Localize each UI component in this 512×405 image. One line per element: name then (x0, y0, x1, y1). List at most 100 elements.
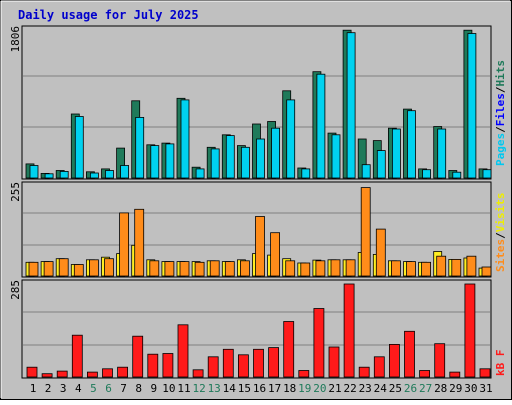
kbytes-bar (162, 353, 174, 378)
kbytes-bar (222, 348, 234, 378)
kbytes-bar (268, 347, 280, 378)
kbytes-bar (192, 369, 204, 378)
day-label: 13 (208, 382, 221, 395)
files-bar (361, 164, 371, 179)
files-bar (452, 171, 462, 179)
files-bar (135, 117, 145, 179)
day-label: 20 (313, 382, 326, 395)
day-label: 14 (223, 382, 237, 395)
sites-bar (255, 216, 265, 277)
day-label: 26 (404, 382, 417, 395)
kbytes-bar (343, 283, 355, 378)
kbytes-bar (102, 368, 113, 378)
day-label: 11 (177, 382, 190, 395)
kbytes-bar (479, 368, 491, 378)
sites-bar (390, 260, 401, 277)
files-bar (59, 170, 69, 179)
files-bar (407, 110, 416, 179)
legend-sites: Sites/Visits (494, 193, 507, 273)
ymax-hits-label: 1806 (9, 26, 22, 53)
day-label: 24 (374, 382, 388, 395)
sites-bar (315, 260, 326, 277)
files-bar (467, 33, 477, 179)
sites-bar (406, 261, 416, 277)
day-label: 15 (238, 382, 251, 395)
day-label: 8 (135, 382, 142, 395)
files-bar (120, 165, 129, 179)
kbytes-bar (328, 346, 340, 378)
files-bar (271, 127, 281, 179)
files-bar (150, 145, 160, 179)
kbytes-bar (147, 353, 159, 378)
files-bar (44, 173, 54, 179)
sites-bar (149, 260, 160, 277)
kbytes-bar (434, 343, 446, 378)
sites-bar (43, 261, 54, 277)
day-label: 23 (359, 382, 372, 395)
day-label: 7 (120, 382, 127, 395)
legend-files-label: Files (494, 93, 507, 126)
sites-bar (73, 264, 84, 277)
sites-bar (134, 208, 145, 277)
day-label: 2 (45, 382, 52, 395)
legend-pages-label: Pages (494, 133, 507, 166)
kbytes-bar (26, 366, 38, 378)
sites-bar (28, 261, 39, 277)
files-bar (240, 146, 250, 179)
sites-bar (451, 258, 462, 277)
files-bar (346, 32, 356, 179)
sites-bar (194, 261, 205, 277)
sites-bar (104, 258, 114, 277)
files-bar (331, 134, 341, 179)
ymax-sites-label: 255 (9, 182, 22, 202)
day-label: 12 (192, 382, 205, 395)
day-label: 10 (162, 382, 175, 395)
day-label: 28 (434, 382, 447, 395)
sites-bar (466, 255, 477, 277)
sites-bar (481, 266, 492, 277)
files-bar (165, 143, 175, 179)
files-bar (376, 150, 386, 179)
kbytes-bar (358, 366, 370, 378)
legend-hits: Pages/Files/Hits (494, 60, 507, 166)
chart-title: Daily usage for July 2025 (18, 8, 199, 22)
sites-bar (164, 261, 175, 277)
sites-bar (330, 259, 341, 277)
day-label: 3 (60, 382, 67, 395)
kbytes-bar (253, 348, 264, 378)
kbytes-bar (298, 370, 310, 378)
files-bar (286, 99, 296, 179)
sites-bar (119, 212, 129, 277)
kbytes-bar (373, 356, 385, 378)
files-bar (210, 148, 220, 179)
day-label: 9 (150, 382, 157, 395)
day-label: 29 (449, 382, 462, 395)
kbytes-bar (404, 330, 415, 378)
files-bar (180, 99, 190, 179)
kbytes-bar (177, 324, 189, 378)
day-label: 5 (90, 382, 97, 395)
day-labels: 1 2 3 4 5 6 7 8 9 10 11 12 13 14 15 16 17 18 19 20 21 22 23 24 2… (30, 382, 493, 395)
day-label: 1 (30, 382, 37, 395)
sites-bar (209, 260, 220, 277)
day-label: 30 (464, 382, 477, 395)
kbytes-bar (449, 371, 461, 378)
sites-bar (285, 260, 296, 277)
kbytes-bar (419, 370, 431, 378)
files-bar (105, 170, 114, 179)
day-label: 18 (283, 382, 296, 395)
sites-bar (179, 261, 190, 277)
files-bar (391, 128, 401, 179)
files-bar (437, 128, 447, 179)
legend-sites-label: Sites (494, 239, 507, 272)
sites-bar (375, 228, 386, 277)
kbytes-bar (71, 334, 83, 378)
sites-bar (270, 232, 281, 277)
kbytes-bar (283, 321, 295, 378)
day-label: 6 (105, 382, 112, 395)
day-label: 27 (419, 382, 432, 395)
ymax-kbytes-label: 285 (9, 280, 22, 300)
files-bar (422, 169, 432, 179)
